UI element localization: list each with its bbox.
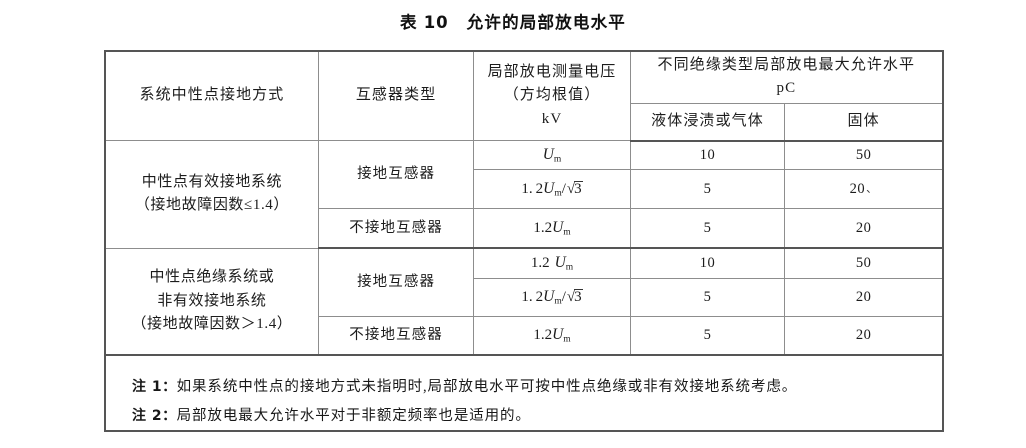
caption-title: 允许的局部放电水平 [466,13,626,32]
cell-voltage-g2-r2: 1. 2Um/√3 [473,277,631,317]
note-2-label: 注 2： [132,407,177,424]
table-caption: 表 10 允许的局部放电水平 [0,9,1026,33]
system-group-1-line-2: （接地故障因数≤1.4） [134,197,290,214]
cell-voltage-g1-r1: Um [473,139,631,171]
cell-voltage-g1-r3: 1.2Um [473,208,631,250]
cell-solid-g2-r1: 50 [784,247,942,279]
cell-transformer-type-g1-unearthed: 不接地互感器 [318,208,475,250]
table-header-row-1: 系统中性点接地方式 互感器类型 局部放电测量电压 （方均根值） kV 不同绝缘类… [106,52,942,141]
cell-liquid-g1-r1: 10 [629,139,786,171]
cell-system-group-2: 中性点绝缘系统或 非有效接地系统 （接地故障因数＞1.4） [106,247,319,356]
header-measuring-voltage-line1: 局部放电测量电压 [487,64,617,81]
system-group-2-line-1: 中性点绝缘系统或 [149,269,275,286]
cell-solid-g1-r2-mark: 、 [866,182,878,195]
system-group-1-line-1: 中性点有效接地系统 [141,174,283,191]
header-measuring-voltage: 局部放电测量电压 （方均根值） kV [473,52,631,141]
cell-solid-g1-r3: 20 [784,208,942,250]
cell-solid-g1-r1: 50 [784,139,942,171]
table-notes-row: 注 1：如果系统中性点的接地方式未指明时,局部放电水平可按中性点绝缘或非有效接地… [106,353,942,448]
system-group-2-line-3: （接地故障因数＞1.4） [131,315,293,332]
table-row: 1. 2Um/√3 5 20、 [106,169,942,210]
header-measuring-voltage-unit: kV [541,110,563,127]
table-notes: 注 1：如果系统中性点的接地方式未指明时,局部放电水平可按中性点绝缘或非有效接地… [106,353,942,448]
cell-solid-g1-r2-value: 20 [849,181,866,198]
cell-transformer-type-g2-unearthed: 不接地互感器 [318,315,475,356]
table-row: 不接地互感器 1.2Um 5 20 [106,315,942,356]
cell-solid-g1-r2: 20、 [784,169,942,210]
table-row: 中性点有效接地系统 （接地故障因数≤1.4） 接地互感器 Um 10 50 [106,139,942,249]
caption-label: 表 [400,13,418,32]
cell-transformer-type-g2-earthed: 接地互感器 [317,247,475,317]
header-pd-max-level-unit: pC [776,80,797,97]
header-transformer-type: 互感器类型 [317,52,475,141]
table-row: 中性点绝缘系统或 非有效接地系统 （接地故障因数＞1.4） 接地互感器 1.2 U… [106,247,942,356]
cell-voltage-g2-r3: 1.2Um [473,315,631,356]
cell-voltage-g1-r2: 1. 2Um/√3 [473,169,631,210]
header-pd-max-level-group: 不同绝缘类型局部放电最大允许水平 pC [629,52,942,104]
header-liquid-or-gas: 液体浸渍或气体 [630,102,786,142]
table-row: 1. 2Um/√3 5 20 [106,277,942,317]
cell-solid-g2-r3: 20 [784,315,942,356]
caption-number: 10 [423,13,449,32]
note-2-text: 局部放电最大允许水平对于非额定频率也是适用的。 [176,407,531,424]
header-measuring-voltage-line2: （方均根值） [503,87,601,104]
table-row: 不接地互感器 1.2Um 5 20 [106,208,942,250]
cell-voltage-g2-r1: 1.2 Um [473,247,631,279]
cell-system-group-1: 中性点有效接地系统 （接地故障因数≤1.4） [106,140,319,249]
table: 系统中性点接地方式 互感器类型 局部放电测量电压 （方均根值） kV 不同绝缘类… [106,52,942,448]
note-1-text: 如果系统中性点的接地方式未指明时,局部放电水平可按中性点绝缘或非有效接地系统考虑… [176,379,798,396]
cell-liquid-g1-r2: 5 [629,169,786,210]
cell-liquid-g1-r3: 5 [629,208,786,250]
cell-liquid-g2-r1: 10 [629,247,786,279]
cell-solid-g2-r2: 20 [784,277,942,317]
note-1-label: 注 1： [132,379,177,396]
cell-liquid-g2-r2: 5 [629,277,786,317]
pd-level-table: 系统中性点接地方式 互感器类型 局部放电测量电压 （方均根值） kV 不同绝缘类… [104,50,944,448]
header-system-grounding: 系统中性点接地方式 [106,52,319,141]
note-2: 注 2：局部放电最大允许水平对于非额定频率也是适用的。 [132,402,942,430]
header-solid: 固体 [784,102,942,142]
cell-transformer-type-g1-earthed: 接地互感器 [317,139,475,210]
header-pd-max-level-line1: 不同绝缘类型局部放电最大允许水平 [657,57,916,73]
cell-liquid-g2-r3: 5 [629,315,786,356]
system-group-2-line-2: 非有效接地系统 [157,292,267,309]
table-header-row-2: 液体浸渍或气体 固体 [106,102,942,142]
note-1: 注 1：如果系统中性点的接地方式未指明时,局部放电水平可按中性点绝缘或非有效接地… [132,373,942,401]
